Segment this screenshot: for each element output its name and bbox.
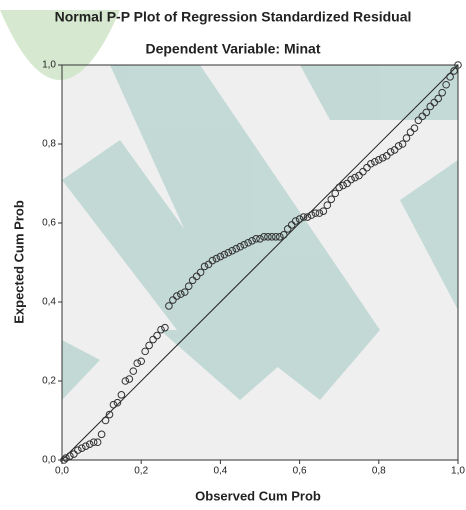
y-tick-label: 1,0 [42, 60, 56, 71]
x-axis-label: Observed Cum Prob [195, 488, 321, 503]
chart-title: Normal P-P Plot of Regression Standardiz… [55, 9, 412, 25]
x-tick-label: 0,0 [55, 466, 69, 477]
chart-subtitle: Dependent Variable: Minat [145, 41, 320, 57]
x-tick-label: 0,8 [372, 466, 386, 477]
x-tick-label: 1,0 [451, 466, 465, 477]
x-tick-label: 0,4 [213, 466, 227, 477]
x-tick-label: 0,6 [293, 466, 307, 477]
y-tick-label: 0,4 [42, 297, 56, 308]
page: Normal P-P Plot of Regression Standardiz… [0, 0, 466, 510]
y-tick-label: 0,8 [42, 139, 56, 150]
y-tick-label: 0,2 [42, 376, 56, 387]
y-tick-label: 0,0 [42, 455, 56, 466]
x-tick-label: 0,2 [134, 466, 148, 477]
y-tick-label: 0,6 [42, 218, 56, 229]
y-axis-label: Expected Cum Prob [11, 200, 26, 324]
chart: Normal P-P Plot of Regression Standardiz… [0, 0, 466, 510]
